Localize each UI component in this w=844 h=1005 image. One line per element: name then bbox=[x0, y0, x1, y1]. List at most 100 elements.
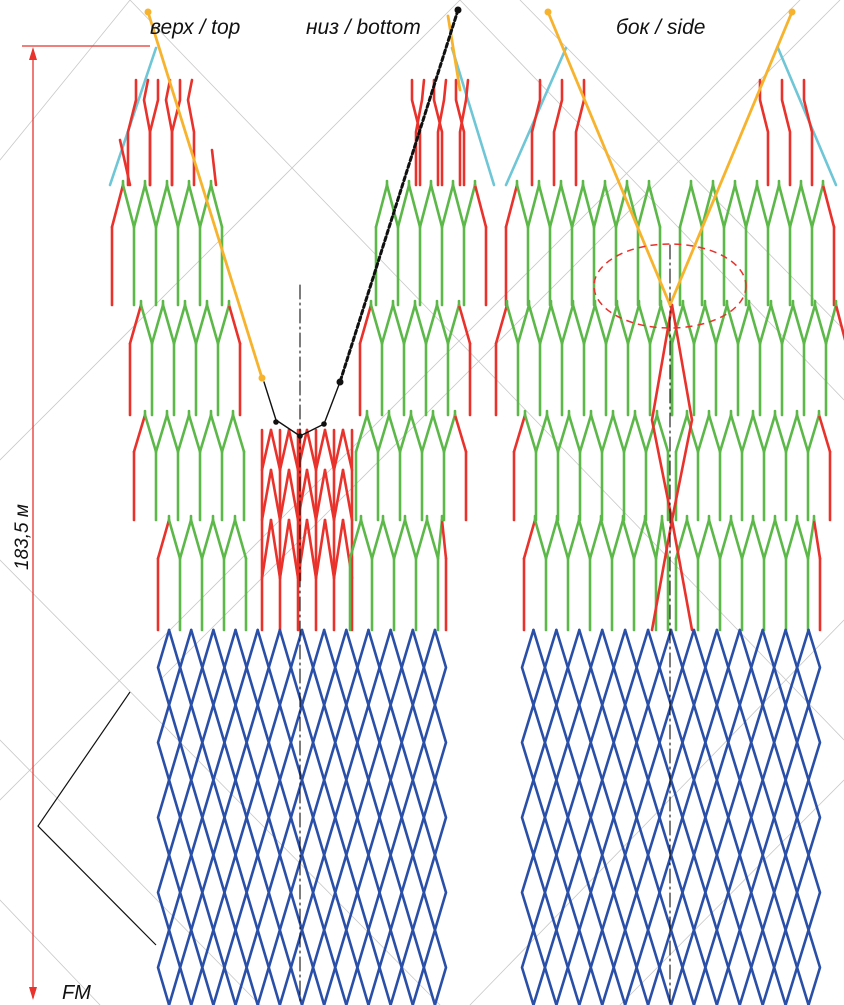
body-mesh bbox=[566, 518, 581, 560]
codend-mesh bbox=[623, 628, 638, 1005]
belly-mesh bbox=[332, 428, 345, 472]
body-mesh bbox=[429, 183, 444, 229]
body-mesh bbox=[784, 413, 799, 454]
body-mesh bbox=[795, 518, 810, 560]
groundrope-end bbox=[454, 6, 462, 14]
body-mesh bbox=[407, 183, 422, 229]
body-mesh bbox=[744, 183, 759, 229]
codend-mesh bbox=[761, 628, 776, 1005]
belly-mesh bbox=[287, 518, 300, 580]
selvedge-mesh bbox=[650, 303, 674, 632]
body-mesh bbox=[537, 183, 552, 229]
body-mesh bbox=[354, 413, 369, 454]
body-mesh bbox=[436, 518, 444, 560]
body-mesh bbox=[413, 303, 428, 345]
codend-mesh bbox=[167, 628, 182, 1005]
groundrope-node bbox=[321, 421, 327, 427]
guide-line bbox=[0, 0, 131, 161]
body-mesh bbox=[505, 303, 520, 345]
belly-mesh bbox=[278, 428, 291, 472]
body-mesh bbox=[176, 413, 191, 454]
codend-mesh bbox=[411, 628, 426, 1005]
guide-line bbox=[0, 0, 801, 801]
body-mesh bbox=[570, 183, 585, 229]
groundrope-dashed bbox=[338, 8, 460, 384]
body-mesh bbox=[637, 303, 652, 345]
body-mesh bbox=[644, 413, 659, 454]
body-mesh bbox=[370, 518, 385, 560]
body-mesh bbox=[369, 303, 384, 345]
guide-line bbox=[0, 739, 261, 1005]
belly-mesh bbox=[323, 468, 336, 522]
body-mesh bbox=[589, 413, 604, 454]
codend-mesh bbox=[772, 628, 787, 1005]
selvedge-mesh bbox=[670, 303, 694, 632]
body-mesh bbox=[689, 183, 704, 229]
body-mesh bbox=[132, 413, 147, 454]
wing-mesh bbox=[148, 78, 160, 187]
guide-line bbox=[519, 0, 844, 331]
guide-line bbox=[0, 0, 461, 461]
highlight-ellipse bbox=[593, 243, 747, 329]
body-mesh bbox=[165, 413, 180, 454]
body-mesh bbox=[740, 413, 755, 454]
body-mesh bbox=[817, 413, 832, 454]
body-mesh bbox=[810, 183, 825, 229]
codend-mesh bbox=[807, 628, 822, 1005]
body-mesh bbox=[187, 413, 202, 454]
body-mesh bbox=[121, 183, 136, 229]
body-mesh bbox=[626, 303, 641, 345]
body-mesh bbox=[610, 518, 625, 560]
codend-mesh bbox=[600, 628, 615, 1005]
body-mesh bbox=[777, 183, 792, 229]
body-mesh bbox=[211, 518, 226, 560]
body-mesh bbox=[718, 518, 733, 560]
fm-label: FM bbox=[62, 982, 91, 1004]
codend-mesh bbox=[433, 628, 448, 1005]
body-mesh bbox=[139, 303, 154, 345]
belly-mesh bbox=[287, 428, 300, 472]
body-mesh bbox=[209, 183, 224, 229]
body-mesh bbox=[604, 303, 619, 345]
codend-mesh bbox=[422, 628, 437, 1005]
body-mesh bbox=[751, 413, 766, 454]
body-mesh bbox=[769, 303, 784, 345]
body-mesh bbox=[588, 518, 603, 560]
body-mesh bbox=[622, 413, 637, 454]
body-mesh bbox=[205, 303, 220, 345]
codend-mesh bbox=[234, 628, 248, 1005]
body-mesh bbox=[534, 413, 549, 454]
body-mesh bbox=[128, 303, 143, 345]
belly-mesh bbox=[278, 468, 291, 522]
wing-mesh bbox=[436, 78, 448, 187]
body-mesh bbox=[614, 183, 629, 229]
body-mesh bbox=[396, 183, 411, 229]
body-mesh bbox=[549, 303, 564, 345]
codend-mesh bbox=[278, 628, 293, 1005]
body-mesh bbox=[758, 303, 773, 345]
codend-mesh bbox=[715, 628, 730, 1005]
body-mesh bbox=[442, 413, 457, 454]
body-mesh bbox=[392, 518, 407, 560]
body-mesh bbox=[358, 303, 373, 345]
body-mesh bbox=[747, 303, 762, 345]
body-mesh bbox=[522, 518, 537, 560]
belly-mesh bbox=[305, 468, 318, 522]
bottom-panel bbox=[156, 46, 496, 1005]
codend-mesh bbox=[311, 628, 326, 1005]
headrope-end bbox=[788, 8, 796, 16]
body-mesh bbox=[451, 183, 466, 229]
codend-mesh bbox=[681, 628, 696, 1005]
body-mesh bbox=[359, 518, 374, 560]
guide-line bbox=[0, 899, 101, 1005]
body-mesh bbox=[545, 413, 560, 454]
body-mesh bbox=[648, 303, 663, 345]
body-mesh bbox=[678, 183, 693, 229]
guide-line bbox=[129, 0, 844, 741]
codend-mesh bbox=[389, 628, 403, 1005]
belly-mesh bbox=[341, 468, 354, 522]
belly-mesh bbox=[269, 428, 282, 472]
codend-mesh bbox=[784, 628, 799, 1005]
body-mesh bbox=[222, 518, 237, 560]
body-mesh bbox=[718, 413, 733, 454]
